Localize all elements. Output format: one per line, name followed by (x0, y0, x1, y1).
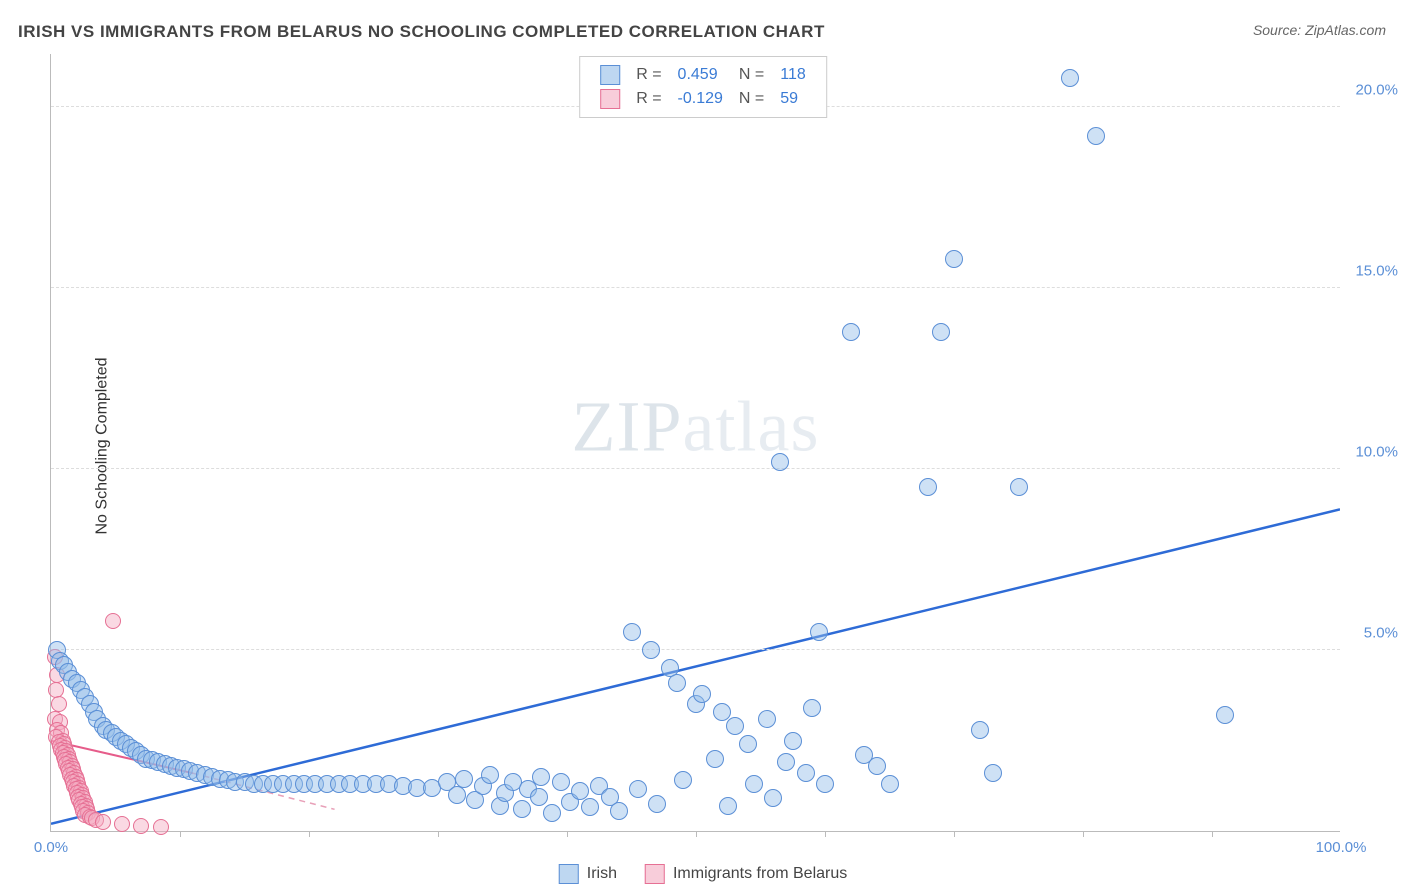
data-point (868, 757, 886, 775)
data-point (719, 797, 737, 815)
legend-swatch (645, 864, 665, 884)
data-point (758, 710, 776, 728)
data-point (932, 323, 950, 341)
data-point (481, 766, 499, 784)
data-point (739, 735, 757, 753)
data-point (642, 641, 660, 659)
gridline (51, 287, 1340, 288)
n-value: 118 (772, 63, 814, 87)
legend-swatch (559, 864, 579, 884)
r-value: -0.129 (670, 87, 731, 111)
y-tick-label: 15.0% (1348, 263, 1398, 280)
x-tick-mark (438, 831, 439, 837)
data-point (726, 717, 744, 735)
data-point (945, 250, 963, 268)
legend-item: Immigrants from Belarus (645, 864, 847, 884)
legend-label: Immigrants from Belarus (673, 865, 847, 883)
data-point (629, 780, 647, 798)
data-point (674, 771, 692, 789)
x-tick-mark (1212, 831, 1213, 837)
n-label: N = (731, 87, 772, 111)
legend-label: Irish (587, 865, 617, 883)
x-tick-mark (180, 831, 181, 837)
x-tick-label: 100.0% (1316, 839, 1367, 856)
data-point (810, 623, 828, 641)
data-point (784, 732, 802, 750)
source-attribution: Source: ZipAtlas.com (1253, 22, 1386, 38)
n-value: 59 (772, 87, 814, 111)
x-tick-mark (696, 831, 697, 837)
scatter-plot-area: ZIPatlas 5.0%10.0%15.0%20.0%0.0%100.0% (50, 54, 1340, 832)
data-point (797, 764, 815, 782)
data-point (803, 699, 821, 717)
data-point (816, 775, 834, 793)
legend-item: Irish (559, 864, 617, 884)
data-point (1087, 127, 1105, 145)
data-point (114, 816, 130, 832)
data-point (543, 804, 561, 822)
data-point (105, 613, 121, 629)
data-point (513, 800, 531, 818)
data-point (881, 775, 899, 793)
x-tick-label: 0.0% (34, 839, 68, 856)
gridline (51, 468, 1340, 469)
data-point (610, 802, 628, 820)
data-point (1216, 706, 1234, 724)
y-tick-label: 5.0% (1348, 625, 1398, 642)
x-tick-mark (825, 831, 826, 837)
data-point (745, 775, 763, 793)
data-point (552, 773, 570, 791)
data-point (693, 685, 711, 703)
data-point (842, 323, 860, 341)
data-point (448, 786, 466, 804)
data-point (919, 478, 937, 496)
y-tick-label: 20.0% (1348, 82, 1398, 99)
data-point (581, 798, 599, 816)
x-tick-mark (567, 831, 568, 837)
legend-row: R =0.459N =118 (592, 63, 814, 87)
data-point (571, 782, 589, 800)
data-point (1010, 478, 1028, 496)
data-point (771, 453, 789, 471)
r-value: 0.459 (670, 63, 731, 87)
trend-lines (51, 54, 1340, 831)
n-label: N = (731, 63, 772, 87)
r-label: R = (628, 63, 669, 87)
series-legend: Irish Immigrants from Belarus (559, 864, 848, 884)
data-point (133, 818, 149, 834)
legend-swatch (600, 89, 620, 109)
correlation-legend: R =0.459N =118R =-0.129N =59 (579, 56, 827, 118)
x-tick-mark (954, 831, 955, 837)
gridline (51, 649, 1340, 650)
data-point (1061, 69, 1079, 87)
data-point (648, 795, 666, 813)
data-point (153, 819, 169, 835)
x-tick-mark (309, 831, 310, 837)
data-point (532, 768, 550, 786)
legend-swatch (600, 65, 620, 85)
data-point (623, 623, 641, 641)
data-point (48, 682, 64, 698)
data-point (984, 764, 1002, 782)
data-point (95, 814, 111, 830)
data-point (706, 750, 724, 768)
data-point (971, 721, 989, 739)
r-label: R = (628, 87, 669, 111)
y-tick-label: 10.0% (1348, 444, 1398, 461)
x-tick-mark (1083, 831, 1084, 837)
chart-title: IRISH VS IMMIGRANTS FROM BELARUS NO SCHO… (18, 22, 825, 42)
data-point (764, 789, 782, 807)
legend-row: R =-0.129N =59 (592, 87, 814, 111)
data-point (713, 703, 731, 721)
data-point (455, 770, 473, 788)
data-point (777, 753, 795, 771)
data-point (530, 788, 548, 806)
data-point (668, 674, 686, 692)
